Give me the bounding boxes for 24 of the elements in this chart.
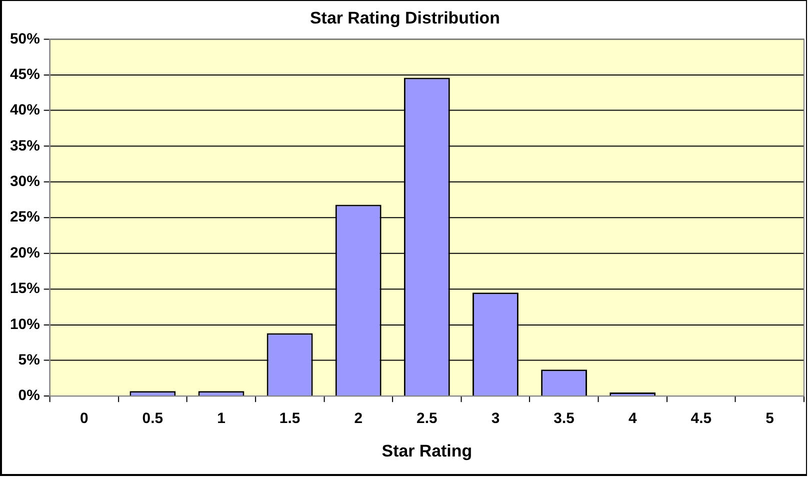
y-tick-label: 0% — [18, 387, 40, 404]
y-tick-label: 15% — [10, 280, 40, 298]
x-tick-label: 1.5 — [279, 410, 300, 428]
x-tick-label: 1 — [217, 410, 226, 428]
y-tick-label: 50% — [10, 30, 40, 48]
y-tick-label: 45% — [10, 66, 40, 83]
x-tick-label: 0.5 — [142, 410, 164, 428]
x-tick-label: 4.5 — [690, 410, 712, 428]
x-tick-label: 5 — [766, 410, 774, 428]
x-tick-label: 4 — [628, 410, 638, 428]
y-tick-label: 5% — [18, 352, 40, 369]
y-tick-label: 10% — [10, 316, 40, 333]
y-tick-label: 20% — [10, 244, 40, 262]
chart-title: Star Rating Distribution — [310, 8, 500, 28]
x-tick-label: 2 — [354, 410, 363, 428]
y-tick-label: 40% — [10, 102, 40, 119]
y-tick-label: 25% — [10, 208, 40, 226]
x-tick-label: 0 — [80, 410, 88, 428]
x-tick-label: 3 — [491, 410, 500, 428]
y-tick-label: 30% — [10, 173, 40, 190]
x-tick-label: 3.5 — [554, 410, 574, 428]
x-axis-title: Star Rating — [382, 442, 472, 461]
x-tick-label: 2.5 — [416, 410, 438, 428]
y-tick-label: 35% — [10, 137, 40, 154]
